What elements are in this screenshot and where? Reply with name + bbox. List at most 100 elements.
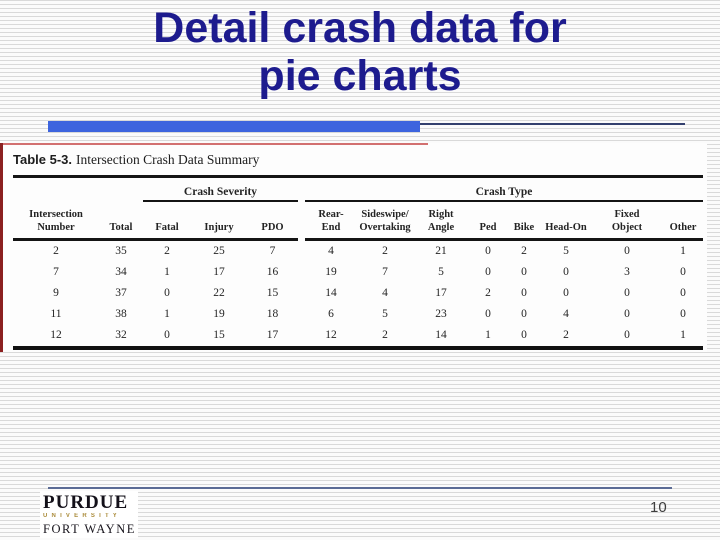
table-cell: 0 [563, 266, 569, 278]
table-cell: 19 [325, 266, 337, 278]
table-top-rule [13, 175, 703, 178]
table-cell: 2 [382, 245, 388, 257]
column-header-12: Other [669, 221, 697, 233]
table-cell: 3 [624, 266, 630, 278]
table-cell: 0 [680, 308, 686, 320]
table-cell: 17 [435, 287, 447, 299]
page-number: 10 [650, 499, 667, 516]
column-header-8: Ped [479, 221, 497, 233]
table-cell: 7 [269, 245, 276, 257]
group-header-crash-severity: Crash Severity [143, 180, 298, 202]
footer-divider [48, 487, 672, 489]
table-bottom-rule [13, 346, 703, 350]
column-header-2: Fatal [155, 221, 179, 233]
column-header-4: PDO [261, 221, 284, 233]
column-header-1: Total [109, 221, 133, 233]
table-cell: 0 [164, 329, 170, 341]
table-cell: 2 [164, 245, 170, 257]
table-cell: 22 [213, 287, 225, 299]
table-cell: 35 [115, 245, 127, 257]
table-cell: 5 [563, 245, 569, 257]
table-cell: 2 [382, 329, 388, 341]
table-cell: 2 [53, 245, 59, 257]
table-cell: 12 [50, 329, 62, 341]
column-header-3: Injury [204, 221, 234, 233]
table-cell: 21 [435, 245, 447, 257]
table-cell: 6 [328, 308, 334, 320]
table-cell: 4 [382, 287, 388, 299]
column-header-0: Intersection Number [29, 208, 83, 233]
table-cell: 0 [624, 287, 630, 299]
table-cell: 37 [115, 287, 127, 299]
logo-fort-wayne-text: FORT WAYNE [43, 522, 136, 536]
column-header-10: Head-On [545, 221, 587, 233]
table-cell: 1 [164, 308, 170, 320]
table-cell: 2 [521, 245, 527, 257]
table-cell: 34 [115, 266, 127, 278]
table-cell: 5 [382, 308, 388, 320]
table-cell: 4 [328, 245, 334, 257]
table-cell: 19 [213, 308, 225, 320]
table-cell: 0 [485, 245, 491, 257]
table-cell: 15 [266, 287, 279, 299]
logo-university-text: UNIVERSITY [43, 513, 122, 519]
column-header-5: Rear- End [318, 208, 344, 233]
table-caption-text: Intersection Crash Data Summary [76, 152, 260, 167]
table-cell: 0 [485, 308, 491, 320]
table-cell: 0 [563, 287, 569, 299]
crash-table-image: Table 5-3. Intersection Crash Data Summar… [0, 143, 707, 352]
title-line-1: Detail crash data for [153, 4, 567, 52]
table-caption: Table 5-3. Intersection Crash Data Summar… [13, 152, 613, 168]
table-cell: 12 [325, 329, 337, 341]
table-cell: 2 [485, 287, 491, 299]
group-header-crash-type: Crash Type [305, 180, 703, 202]
table-cell: 17 [266, 329, 279, 341]
logo-purdue-text: PURDUE [43, 492, 129, 513]
table-cell: 1 [680, 245, 686, 257]
table-cell: 16 [266, 266, 279, 278]
column-header-9: Bike [513, 221, 535, 233]
table-cell: 0 [680, 287, 686, 299]
table-cell: 0 [521, 308, 527, 320]
table-cell: 7 [53, 266, 59, 278]
scan-edge-artifact [3, 143, 428, 145]
title-line-2: pie charts [258, 52, 462, 100]
table-cell: 0 [164, 287, 170, 299]
table-cell: 14 [435, 329, 447, 341]
table-cell: 0 [624, 329, 630, 341]
table-cell: 0 [624, 308, 630, 320]
table-cell: 15 [213, 329, 225, 341]
table-cell: 0 [521, 287, 527, 299]
table-caption-label: Table 5-3. [13, 152, 73, 167]
table-cell: 4 [563, 308, 569, 320]
table-cell: 18 [266, 308, 279, 320]
table-cell: 0 [485, 266, 491, 278]
table-cell: 25 [213, 245, 225, 257]
table-cell: 11 [50, 308, 62, 320]
column-header-11: Fixed Object [611, 208, 643, 233]
table-cell: 1 [485, 329, 491, 341]
table-cell: 0 [521, 266, 527, 278]
column-header-6: Sideswipe/ Overtaking [359, 208, 411, 233]
table-cell: 32 [115, 329, 127, 341]
table-cell: 1 [164, 266, 170, 278]
header-rule-right-segment [305, 238, 703, 241]
table-cell: 1 [680, 329, 686, 341]
table-cell: 5 [438, 266, 444, 278]
header-rule-left-segment [13, 238, 298, 241]
table-cell: 23 [435, 308, 447, 320]
slide-title: Detail crash data for pie charts [0, 4, 720, 100]
purdue-fort-wayne-logo: PURDUE UNIVERSITY FORT WAYNE [40, 491, 138, 538]
table-cell: 17 [213, 266, 225, 278]
table-cell: 38 [115, 308, 127, 320]
crash-table: Crash Severity Crash Type Intersection N… [13, 180, 703, 350]
table-cell: 0 [624, 245, 630, 257]
table-cell: 9 [53, 287, 59, 299]
title-accent-bar [48, 121, 420, 132]
table-cell: 7 [382, 266, 388, 278]
table-cell: 0 [680, 266, 686, 278]
table-cell: 2 [563, 329, 569, 341]
table-cell: 0 [521, 329, 527, 341]
column-header-7: Right Angle [427, 208, 455, 233]
